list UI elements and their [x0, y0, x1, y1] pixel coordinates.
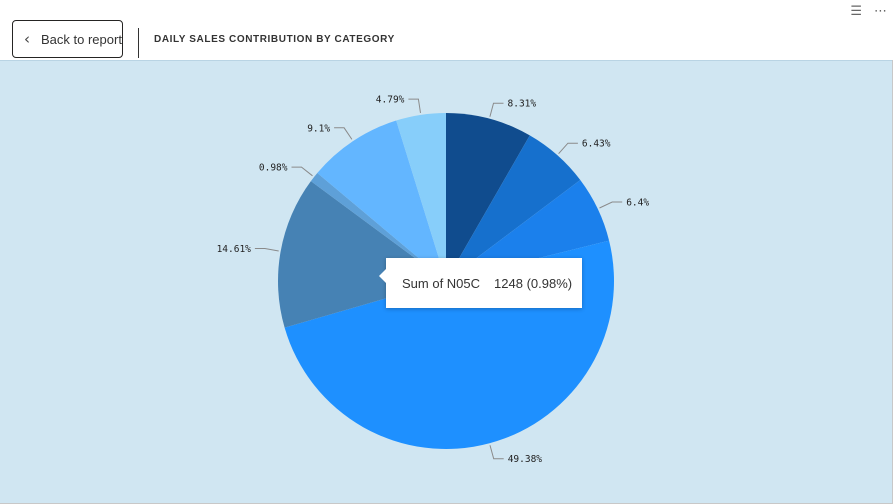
pie-slice[interactable]	[446, 180, 610, 281]
back-to-report-label: Back to report	[41, 31, 122, 47]
leader-line	[558, 142, 578, 155]
data-label: 6.43%	[582, 139, 611, 150]
data-label: 49.38%	[508, 454, 543, 465]
data-label: 4.79%	[376, 95, 405, 106]
filter-icon[interactable]: ☰	[850, 4, 862, 19]
visual-header: ☰ ⋯ ‹ Back to report DAILY SALES CONTRIB…	[0, 0, 893, 60]
chart-title: DAILY SALES CONTRIBUTION BY CATEGORY	[154, 34, 395, 45]
chart-canvas: 8.31% 6.43% 6.4% 49.38% 14.61% 0.98% 9.1% 4.79%…	[0, 60, 892, 503]
data-label: 6.4%	[626, 198, 649, 209]
tooltip: Sum of N05C 1248 (0.98%)	[379, 258, 582, 308]
tooltip-value: 1248 (0.98%)	[494, 275, 573, 291]
data-label: 9.1%	[307, 123, 330, 134]
data-label: 8.31%	[508, 99, 537, 110]
leader-line	[489, 102, 504, 117]
pie-slice[interactable]	[446, 113, 530, 281]
data-label: 0.98%	[259, 163, 288, 174]
leader-line	[408, 98, 421, 113]
leader-line	[599, 201, 623, 209]
header-divider	[138, 28, 139, 58]
leader-line	[254, 248, 279, 252]
pie-slice[interactable]	[396, 113, 446, 281]
leader-line	[334, 127, 353, 140]
visual-header-icons: ☰ ⋯	[850, 4, 887, 20]
more-options-icon[interactable]: ⋯	[874, 4, 887, 19]
leader-line	[489, 445, 504, 460]
pie-slice[interactable]	[446, 135, 581, 281]
pie-slice[interactable]	[310, 173, 446, 281]
back-to-report-button[interactable]: ‹ Back to report	[12, 20, 123, 58]
tooltip-label: Sum of N05C	[402, 275, 481, 291]
data-label: 14.61%	[217, 244, 252, 255]
leader-line	[291, 166, 313, 177]
chevron-left-icon: ‹	[24, 30, 30, 48]
pie-slice[interactable]	[317, 120, 446, 281]
